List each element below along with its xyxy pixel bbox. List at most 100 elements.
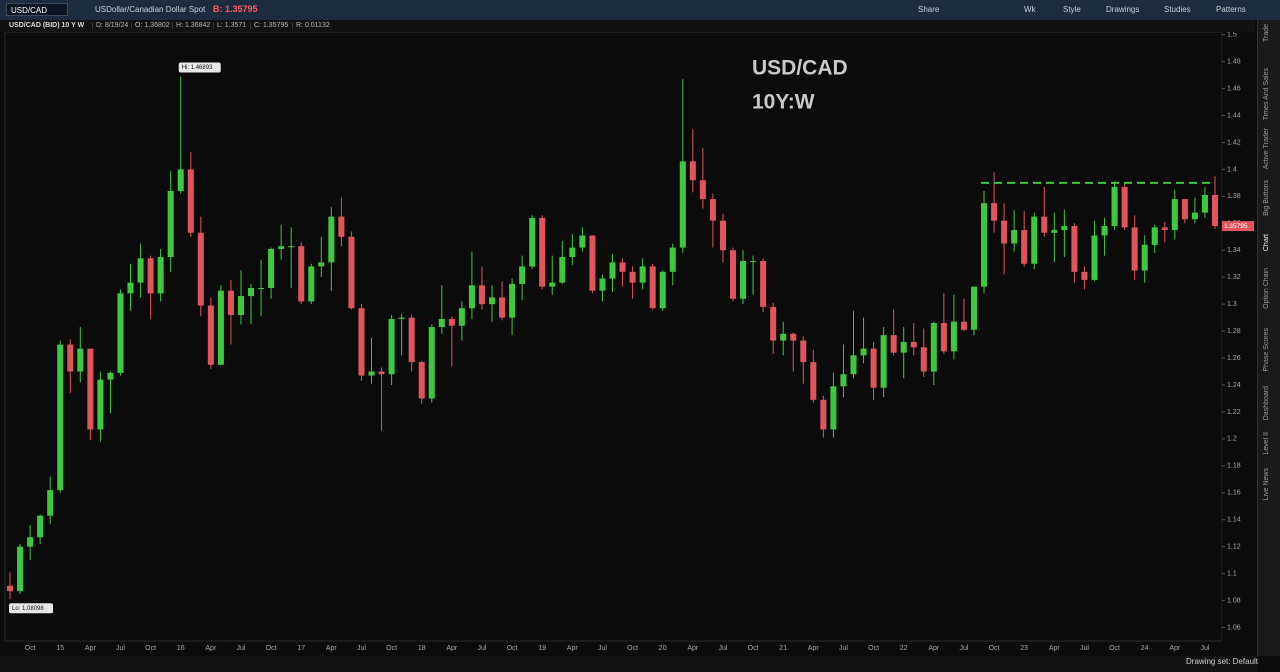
x-tick-label: Oct	[266, 645, 277, 652]
candle-body	[820, 399, 827, 430]
candle-body	[318, 262, 325, 267]
sidebar-tab[interactable]: Active Trader	[1263, 128, 1270, 170]
candle-body	[679, 161, 686, 248]
candle-body	[619, 262, 626, 272]
candle-body	[67, 344, 74, 372]
candle-body	[880, 335, 887, 388]
sidebar-tab[interactable]: Times And Sales	[1263, 68, 1270, 121]
candle-body	[981, 203, 988, 287]
candle-body	[1071, 226, 1078, 272]
sidebar-tab[interactable]: Big Buttons	[1263, 180, 1270, 216]
x-tick-label: Jul	[477, 645, 486, 652]
x-tick-label: Apr	[1169, 645, 1181, 652]
x-tick-label: Jul	[1200, 645, 1209, 652]
info-item: R: 0.01132	[292, 22, 330, 29]
candle-body	[609, 262, 616, 279]
x-tick-label: Apr	[446, 645, 458, 652]
candle-body	[388, 318, 395, 375]
y-tick-label: 1.16	[1227, 490, 1241, 497]
candle-body	[1131, 227, 1138, 271]
sidebar-tab[interactable]: Chart	[1263, 234, 1270, 252]
info-item: L: 1.3571	[213, 22, 246, 29]
candle-body	[408, 317, 415, 363]
x-tick-label: Jul	[959, 645, 968, 652]
candle-body	[418, 362, 425, 399]
x-tick-label: 15	[56, 645, 64, 652]
candle-body	[137, 258, 144, 283]
toolbar-item[interactable]: Studies	[1164, 5, 1191, 14]
candle-body	[709, 199, 716, 221]
toolbar-item[interactable]: Wk	[1024, 5, 1036, 14]
info-bar: USD/CAD (BID) 10 Y W D: 8/19/24 O: 1.368…	[0, 20, 1255, 32]
candle-body	[187, 169, 194, 233]
x-tick-label: Apr	[687, 645, 699, 652]
candle-body	[750, 261, 757, 263]
last-price-label: 1.35795	[1224, 223, 1248, 230]
candle-body	[1191, 212, 1198, 220]
x-tick-label: Jul	[1080, 645, 1089, 652]
y-tick-label: 1.44	[1227, 112, 1241, 119]
info-item: C: 1.35795	[250, 22, 288, 29]
sidebar-tab[interactable]: Level II	[1263, 432, 1270, 455]
y-tick-label: 1.3	[1227, 301, 1237, 308]
toolbar-item[interactable]: Patterns	[1216, 5, 1246, 14]
candle-body	[1181, 199, 1188, 220]
toolbar: USD/CAD USDollar/Canadian Dollar Spot B:…	[0, 0, 1280, 20]
lo-label-box	[9, 603, 54, 614]
candle-body	[87, 348, 94, 430]
plot-area	[4, 32, 1223, 642]
candle-body	[438, 318, 445, 328]
x-tick-label: 17	[297, 645, 305, 652]
candle-body	[790, 333, 797, 341]
info-item: H: 1.36842	[172, 22, 210, 29]
candle-body	[1051, 230, 1058, 233]
candle-body	[1021, 230, 1028, 264]
hi-label: Hi: 1.46893	[182, 65, 213, 71]
candle-body	[478, 285, 485, 305]
toolbar-item[interactable]: Share	[918, 5, 940, 14]
last-price-tag	[1222, 221, 1254, 232]
candle-body	[850, 355, 857, 375]
candle-body	[237, 296, 244, 315]
candle-body	[1151, 227, 1158, 245]
chart-subtitle: 10Y:W	[752, 91, 815, 114]
sidebar-tab[interactable]: Option Chain	[1263, 268, 1270, 309]
candle-body	[719, 220, 726, 251]
x-tick-label: Apr	[85, 645, 97, 652]
candle-body	[368, 371, 375, 376]
drawing-set[interactable]: Drawing set: Default	[1186, 657, 1259, 666]
candle-body	[268, 248, 275, 288]
x-tick-label: 23	[1020, 645, 1028, 652]
candle-body	[117, 293, 124, 373]
candle-body	[529, 217, 536, 267]
candle-body	[991, 203, 998, 221]
candle-body	[47, 490, 54, 516]
candle-body	[539, 217, 546, 287]
sidebar-tab[interactable]: Dashboard	[1263, 386, 1270, 421]
x-tick-label: Oct	[386, 645, 397, 652]
y-tick-label: 1.34	[1227, 247, 1241, 254]
y-tick-label: 1.42	[1227, 139, 1241, 146]
candle-body	[7, 585, 14, 592]
candle-body	[298, 246, 305, 302]
candle-body	[127, 282, 134, 294]
candle-body	[207, 305, 214, 365]
x-tick-label: Jul	[598, 645, 607, 652]
hi-label-box	[178, 62, 221, 73]
candle-body	[729, 250, 737, 299]
chart: USD/CAD 10Y:W 1.06 1.08 1.1 1.12 1.14 1.16 1.1…	[4, 32, 1256, 652]
toolbar-item[interactable]: Style	[1063, 5, 1081, 14]
toolbar-item[interactable]: Drawings	[1106, 5, 1140, 14]
x-tick-label: 16	[177, 645, 185, 652]
sidebar-tab[interactable]: Trade	[1263, 24, 1270, 43]
sidebar-tab[interactable]: Live News	[1263, 468, 1270, 501]
candle-body	[689, 161, 696, 181]
symbol-box[interactable]: USD/CAD	[6, 3, 68, 16]
sidebar-tab[interactable]: Phase Scores	[1263, 328, 1270, 372]
y-tick-label: 1.38	[1227, 193, 1241, 200]
candle-body	[810, 362, 817, 400]
candle-body	[920, 347, 927, 372]
candle-body	[177, 169, 184, 191]
candle-body	[468, 285, 475, 309]
x-tick-label: Oct	[989, 645, 1000, 652]
